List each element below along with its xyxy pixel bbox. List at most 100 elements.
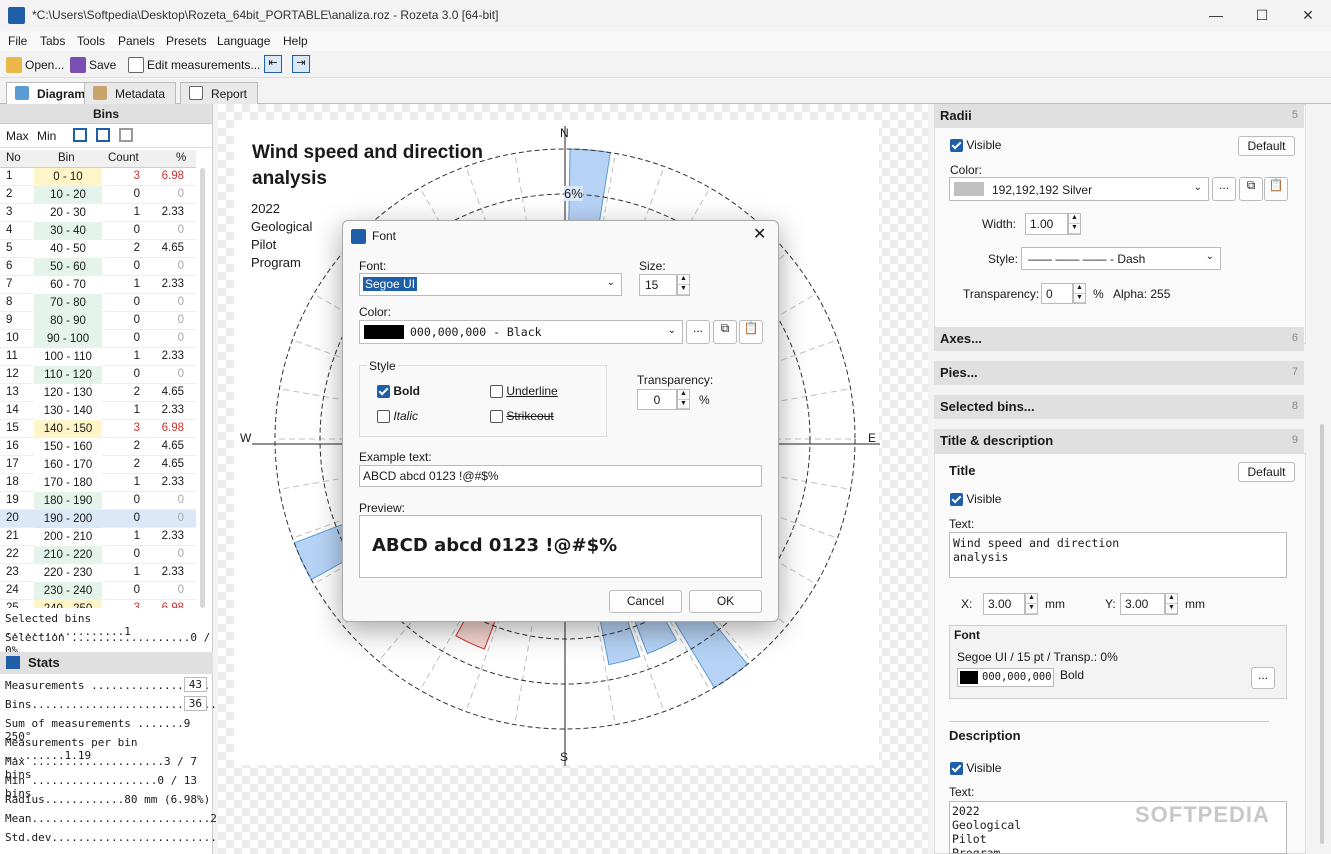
radii-default-button[interactable]: Default xyxy=(1238,136,1295,156)
description-text-area[interactable]: 2022 Geological Pilot Program xyxy=(949,801,1287,854)
bins-scrollbar[interactable] xyxy=(200,168,205,608)
title-y-input[interactable]: 3.00 xyxy=(1120,593,1165,615)
table-row[interactable]: 4 30 - 40 0 0 xyxy=(0,222,196,240)
transparency-input[interactable]: 0 xyxy=(637,389,677,410)
radii-style-select[interactable]: —— —— —— - Dash ⌄ xyxy=(1021,247,1221,270)
col-count[interactable]: Count xyxy=(108,152,139,164)
menu-language[interactable]: Language xyxy=(217,34,271,48)
tab-metadata[interactable]: Metadata xyxy=(84,82,177,104)
table-row[interactable]: 13 120 - 130 2 4.65 xyxy=(0,384,196,402)
tab-report[interactable]: Report xyxy=(180,82,259,104)
title-visible-checkbox[interactable]: Visible xyxy=(950,492,1001,507)
table-row[interactable]: 3 20 - 30 1 2.33 xyxy=(0,204,196,222)
title-y-stepper[interactable]: ▲ ▼ xyxy=(1165,593,1178,615)
table-row[interactable]: 18 170 - 180 1 2.33 xyxy=(0,474,196,492)
menu-tabs[interactable]: Tabs xyxy=(40,34,66,48)
selected-bins-header[interactable]: Selected bins... 8 xyxy=(934,395,1304,419)
collapse-right-icon[interactable]: ⇥ xyxy=(292,55,310,73)
open-button[interactable]: Open... xyxy=(6,54,64,75)
grid-select-icon[interactable] xyxy=(96,128,110,142)
menu-presets[interactable]: Presets xyxy=(166,34,207,48)
edit-measurements-button[interactable]: Edit measurements... xyxy=(128,54,260,75)
menu-tools[interactable]: Tools xyxy=(77,34,106,48)
table-row[interactable]: 6 50 - 60 0 0 xyxy=(0,258,196,276)
radii-header[interactable]: Radii 5 xyxy=(934,104,1304,128)
table-row[interactable]: 11 100 - 110 1 2.33 xyxy=(0,348,196,366)
title-text-area[interactable]: Wind speed and direction analysis xyxy=(949,532,1287,578)
axes-header[interactable]: Axes... 6 xyxy=(934,327,1304,351)
ok-button[interactable]: OK xyxy=(689,590,762,613)
max-button[interactable]: Max xyxy=(6,129,29,143)
col-bin[interactable]: Bin xyxy=(58,152,75,164)
example-input[interactable]: ABCD abcd 0123 !@#$% xyxy=(359,465,762,487)
menu-help[interactable]: Help xyxy=(283,34,308,48)
color-more-button[interactable]: ... xyxy=(686,320,710,344)
transparency-stepper[interactable]: ▲ ▼ xyxy=(677,389,690,410)
grid-clear-icon[interactable] xyxy=(119,128,133,142)
close-icon[interactable]: ✕ xyxy=(753,226,767,243)
table-row[interactable]: 9 80 - 90 0 0 xyxy=(0,312,196,330)
color-select[interactable]: 000,000,000 - Black ⌄ xyxy=(359,320,683,344)
title-x-input[interactable]: 3.00 xyxy=(983,593,1025,615)
size-stepper[interactable]: ▲ ▼ xyxy=(677,274,690,296)
radii-color-more-button[interactable]: ... xyxy=(1212,177,1236,201)
radii-width-input[interactable]: 1.00 xyxy=(1025,213,1068,235)
copy-icon[interactable]: ⧉ xyxy=(713,320,737,344)
maximize-icon[interactable]: ☐ xyxy=(1255,7,1269,23)
copy-icon[interactable]: ⧉ xyxy=(1239,177,1263,201)
row-no: 21 xyxy=(6,530,19,542)
grid-icon[interactable] xyxy=(73,128,87,142)
table-row[interactable]: 17 160 - 170 2 4.65 xyxy=(0,456,196,474)
title-font-more-button[interactable]: ... xyxy=(1251,667,1275,689)
table-row[interactable]: 1 0 - 10 3 6.98 xyxy=(0,168,196,186)
tab-diagram[interactable]: Diagram xyxy=(6,82,97,105)
table-row[interactable]: 22 210 - 220 0 0 xyxy=(0,546,196,564)
radii-color-select[interactable]: 192,192,192 Silver ⌄ xyxy=(949,177,1209,201)
radii-transparency-input[interactable]: 0 xyxy=(1041,283,1073,304)
paste-icon[interactable]: 📋 xyxy=(1264,177,1288,201)
table-row[interactable]: 2 10 - 20 0 0 xyxy=(0,186,196,204)
table-row[interactable]: 23 220 - 230 1 2.33 xyxy=(0,564,196,582)
table-row[interactable]: 25 240 - 250 3 6.98 xyxy=(0,600,196,608)
bold-checkbox[interactable]: Bold xyxy=(377,384,420,399)
paste-icon[interactable]: 📋 xyxy=(739,320,763,344)
table-row[interactable]: 8 70 - 80 0 0 xyxy=(0,294,196,312)
min-button[interactable]: Min xyxy=(37,129,57,143)
table-row[interactable]: 14 130 - 140 1 2.33 xyxy=(0,402,196,420)
radii-transparency-stepper[interactable]: ▲ ▼ xyxy=(1073,283,1086,304)
table-row[interactable]: 10 90 - 100 0 0 xyxy=(0,330,196,348)
table-row[interactable]: 21 200 - 210 1 2.33 xyxy=(0,528,196,546)
save-button[interactable]: Save xyxy=(70,54,116,75)
close-icon[interactable]: ✕ xyxy=(1302,7,1314,23)
description-visible-checkbox[interactable]: Visible xyxy=(950,761,1001,776)
table-row[interactable]: 16 150 - 160 2 4.65 xyxy=(0,438,196,456)
italic-checkbox[interactable]: Italic xyxy=(377,409,418,424)
underline-checkbox[interactable]: Underline xyxy=(490,384,558,399)
pies-header[interactable]: Pies... 7 xyxy=(934,361,1304,385)
table-row[interactable]: 5 40 - 50 2 4.65 xyxy=(0,240,196,258)
title-description-header[interactable]: Title & description 9 xyxy=(934,429,1304,453)
panel-scrollbar[interactable] xyxy=(1320,424,1324,844)
table-row[interactable]: 20 190 - 200 0 0 xyxy=(0,510,196,528)
table-row[interactable]: 24 230 - 240 0 0 xyxy=(0,582,196,600)
table-row[interactable]: 15 140 - 150 3 6.98 xyxy=(0,420,196,438)
y-label: Y: xyxy=(1105,597,1116,611)
title-x-stepper[interactable]: ▲ ▼ xyxy=(1025,593,1038,615)
menu-file[interactable]: File xyxy=(8,34,28,48)
row-no: 24 xyxy=(6,584,19,596)
cancel-button[interactable]: Cancel xyxy=(609,590,682,613)
radii-visible-checkbox[interactable]: Visible xyxy=(950,138,1001,153)
minimize-icon[interactable]: — xyxy=(1209,7,1223,23)
title-default-button[interactable]: Default xyxy=(1238,462,1295,482)
size-input[interactable]: 15 xyxy=(639,274,677,296)
col-pct[interactable]: % xyxy=(176,152,187,164)
radii-width-stepper[interactable]: ▲ ▼ xyxy=(1068,213,1081,235)
menu-panels[interactable]: Panels xyxy=(118,34,155,48)
table-row[interactable]: 7 60 - 70 1 2.33 xyxy=(0,276,196,294)
table-row[interactable]: 19 180 - 190 0 0 xyxy=(0,492,196,510)
table-row[interactable]: 12 110 - 120 0 0 xyxy=(0,366,196,384)
strikeout-checkbox[interactable]: Strikeout xyxy=(490,409,554,424)
font-select[interactable]: Segoe UI ⌄ xyxy=(359,273,622,296)
col-no[interactable]: No xyxy=(6,152,21,164)
collapse-left-icon[interactable]: ⇤ xyxy=(264,55,282,73)
